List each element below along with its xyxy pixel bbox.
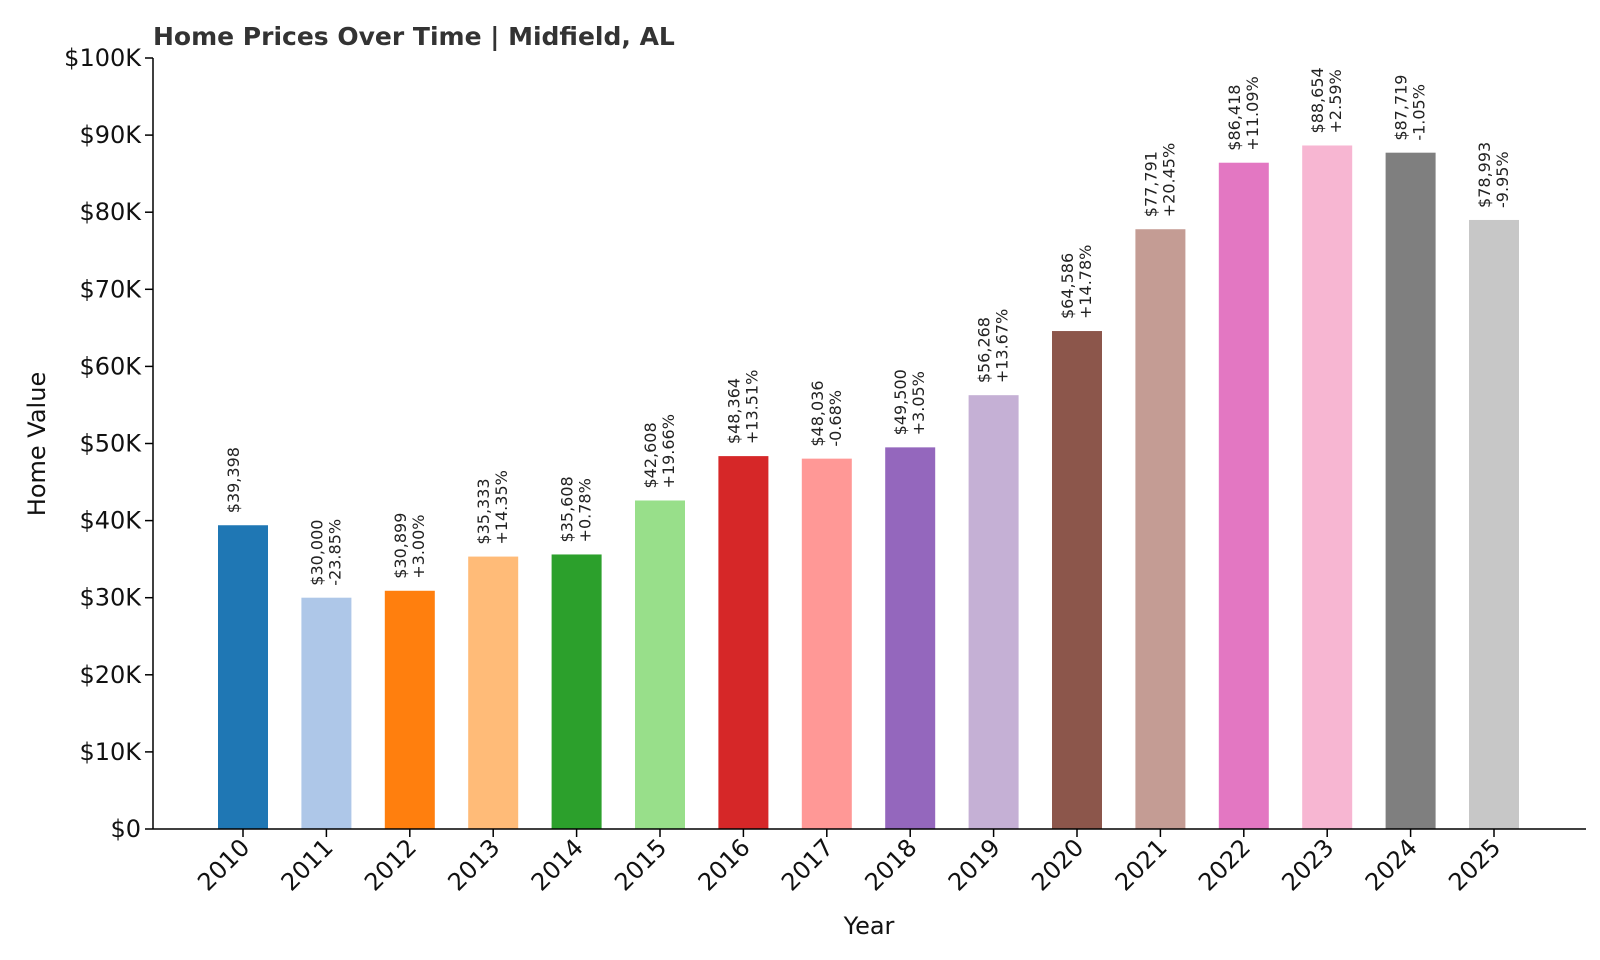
y-tick-label: $30K xyxy=(79,584,142,612)
bar-2010 xyxy=(218,525,268,829)
bar-value-label: $88,654 xyxy=(1308,67,1327,133)
bar-value-label: $77,791 xyxy=(1141,151,1160,217)
y-axis-ticks: $0 $10K $20K $30K $40K $50K $60K $70K $80K $90K $1… xyxy=(64,44,153,843)
bar-2019 xyxy=(968,395,1019,829)
bar-labels-group: $39,398 $30,000 -23.85% $30,899 +3.00% $35,33… xyxy=(224,67,1512,585)
y-axis-label: Home Value xyxy=(23,372,51,516)
y-tick-label: $40K xyxy=(79,507,142,535)
bar-change-label: +19.66% xyxy=(659,414,678,488)
x-tick-label: 2014 xyxy=(526,833,589,896)
bars-group xyxy=(218,145,1519,829)
bar-2013 xyxy=(468,556,519,829)
x-tick-label: 2016 xyxy=(693,833,756,896)
x-tick-label: 2010 xyxy=(192,833,255,896)
bar-change-label: -0.68% xyxy=(826,390,845,447)
bar-value-label: $48,364 xyxy=(724,378,743,444)
x-tick-label: 2025 xyxy=(1443,833,1506,896)
bar-2025 xyxy=(1469,219,1519,829)
bar-2011 xyxy=(301,597,352,829)
x-tick-label: 2020 xyxy=(1026,833,1089,896)
bar-value-label: $48,036 xyxy=(808,380,827,446)
bar-change-label: +13.51% xyxy=(742,370,761,444)
y-tick-label: $20K xyxy=(79,661,142,689)
bar-2017 xyxy=(801,458,852,829)
y-tick-label: $70K xyxy=(79,275,142,303)
x-tick-label: 2024 xyxy=(1360,833,1423,896)
y-tick-label: $60K xyxy=(79,352,142,380)
bar-2016 xyxy=(718,456,769,829)
x-tick-label: 2018 xyxy=(859,833,922,896)
bar-change-label: +14.35% xyxy=(492,470,511,544)
bar-value-label: $49,500 xyxy=(891,369,910,435)
bar-change-label: +3.05% xyxy=(909,371,928,435)
x-axis-ticks: 2010 2011 2012 2013 2014 2015 2016 2017 2018 2019… xyxy=(192,829,1506,896)
bar-2012 xyxy=(384,590,435,829)
x-tick-label: 2019 xyxy=(943,833,1006,896)
bar-value-label: $64,586 xyxy=(1058,253,1077,319)
y-tick-label: $10K xyxy=(79,738,142,766)
x-tick-label: 2017 xyxy=(776,833,839,896)
bar-value-label: $78,993 xyxy=(1475,142,1494,208)
y-tick-label: $90K xyxy=(79,121,142,149)
bar-value-label: $39,398 xyxy=(224,447,243,513)
x-tick-label: 2013 xyxy=(442,833,505,896)
y-tick-label: $80K xyxy=(79,198,142,226)
x-tick-label: 2021 xyxy=(1110,833,1173,896)
x-tick-label: 2023 xyxy=(1276,833,1339,896)
chart-title: Home Prices Over Time | Midfield, AL xyxy=(153,22,675,51)
bar-2024 xyxy=(1385,152,1436,829)
y-tick-label: $50K xyxy=(79,430,142,458)
bar-2018 xyxy=(885,447,936,829)
bar-change-label: +20.45% xyxy=(1159,143,1178,217)
x-tick-label: 2015 xyxy=(609,833,672,896)
bar-2015 xyxy=(635,500,685,829)
bar-change-label: +2.59% xyxy=(1326,69,1345,133)
bar-value-label: $35,333 xyxy=(474,478,493,544)
x-tick-label: 2022 xyxy=(1193,833,1256,896)
y-tick-label: $100K xyxy=(64,44,142,72)
bar-change-label: +3.00% xyxy=(409,515,428,579)
x-tick-label: 2011 xyxy=(276,833,339,896)
bar-value-label: $87,719 xyxy=(1392,75,1411,141)
bar-value-label: $30,899 xyxy=(391,513,410,579)
bar-change-label: -23.85% xyxy=(325,519,344,586)
bar-2021 xyxy=(1135,229,1186,829)
bar-change-label: +14.78% xyxy=(1076,245,1095,319)
bar-value-label: $86,418 xyxy=(1225,85,1244,151)
bar-value-label: $42,608 xyxy=(641,422,660,488)
bar-2023 xyxy=(1302,145,1353,829)
bar-value-label: $30,000 xyxy=(307,520,326,586)
bar-value-label: $35,608 xyxy=(558,476,577,542)
bar-2014 xyxy=(551,554,602,829)
bar-change-label: +13.67% xyxy=(993,309,1012,383)
bar-value-label: $56,268 xyxy=(975,317,994,383)
bar-2022 xyxy=(1218,162,1269,829)
bar-change-label: -9.95% xyxy=(1493,151,1512,208)
bar-change-label: +11.09% xyxy=(1243,76,1262,150)
x-tick-label: 2012 xyxy=(359,833,422,896)
y-tick-label: $0 xyxy=(110,815,141,843)
bar-change-label: -1.05% xyxy=(1410,84,1429,141)
bar-change-label: +0.78% xyxy=(576,478,595,542)
bar-2020 xyxy=(1052,331,1102,829)
x-axis-label: Year xyxy=(843,912,895,940)
